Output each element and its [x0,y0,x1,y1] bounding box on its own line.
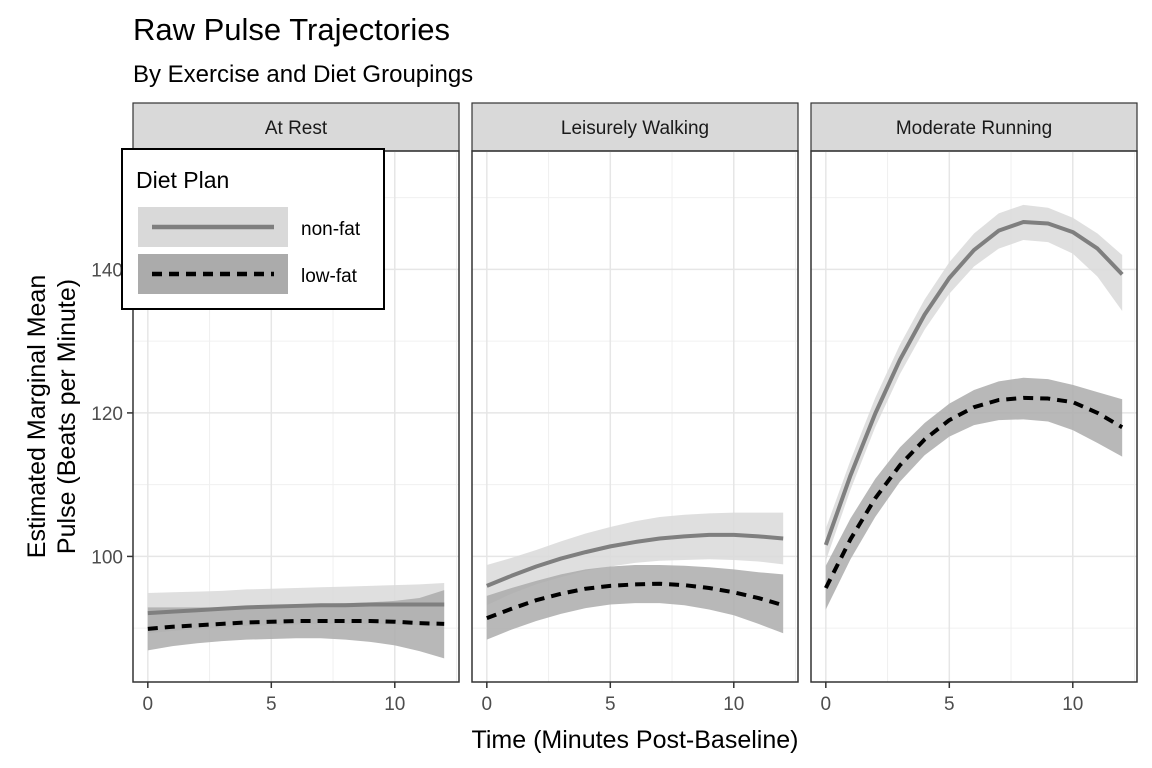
x-tick-label: 0 [482,694,493,715]
x-tick-label: 10 [384,694,405,715]
ci-band-low-fat-leisurely-walking [486,565,784,640]
facet-label-leisurely-walking: Leisurely Walking [561,118,709,139]
panel-leisurely-walking: Leisurely Walking 0 5 10 [471,102,799,715]
y-axis-title-line: Estimated Marginal Mean [23,275,51,558]
ci-band-low-fat-moderate-running [825,377,1123,610]
x-axis-title: Time (Minutes Post-Baseline) [472,726,799,754]
legend-key-non-fat [138,207,288,247]
y-tick-label: 120 [91,404,123,425]
legend-title: Diet Plan [136,167,230,193]
y-axis-title: Estimated Marginal MeanPulse (Beats per … [23,275,81,558]
ci-band-low-fat-at-rest [147,590,445,659]
legend: Diet Plan non-fat low-fat [121,148,385,310]
facet-label-at-rest: At Rest [265,118,328,139]
series-line-non-fat-moderate-running [823,220,1124,546]
legend-label-low-fat: low-fat [301,266,357,287]
series-line-low-fat-moderate-running [824,395,1124,589]
panel-at-rest: At Rest 0 5 10 100 120 140 [91,102,460,715]
y-tick-label: 100 [91,547,123,568]
facet-strip-leisurely-walking [471,102,799,152]
chart-subtitle: By Exercise and Diet Groupings [133,61,474,88]
series-line-low-fat-at-rest [147,619,445,631]
legend-label-non-fat: non-fat [301,219,361,240]
x-tick-label: 0 [821,694,832,715]
series-line-low-fat-leisurely-walking [486,581,784,621]
series-line-non-fat-at-rest [147,602,445,616]
x-tick-label: 0 [143,694,154,715]
x-tick-label: 10 [723,694,744,715]
x-tick-label: 5 [605,694,616,715]
panel-border-moderate-running [810,150,1138,683]
panel-moderate-running: Moderate Running 0 5 10 [810,102,1138,715]
y-axis-title-line: Pulse (Beats per Minute) [53,279,81,554]
panel-border-leisurely-walking [471,150,799,683]
x-tick-label: 10 [1062,694,1083,715]
chart-title: Raw Pulse Trajectories [133,12,451,47]
x-tick-label: 5 [266,694,277,715]
legend-key-low-fat [138,254,288,294]
ci-band-non-fat-moderate-running [825,204,1123,561]
x-tick-label: 5 [944,694,955,715]
y-tick-label: 140 [91,260,123,281]
facet-label-moderate-running: Moderate Running [896,118,1052,139]
series-line-non-fat-leisurely-walking [486,532,784,588]
